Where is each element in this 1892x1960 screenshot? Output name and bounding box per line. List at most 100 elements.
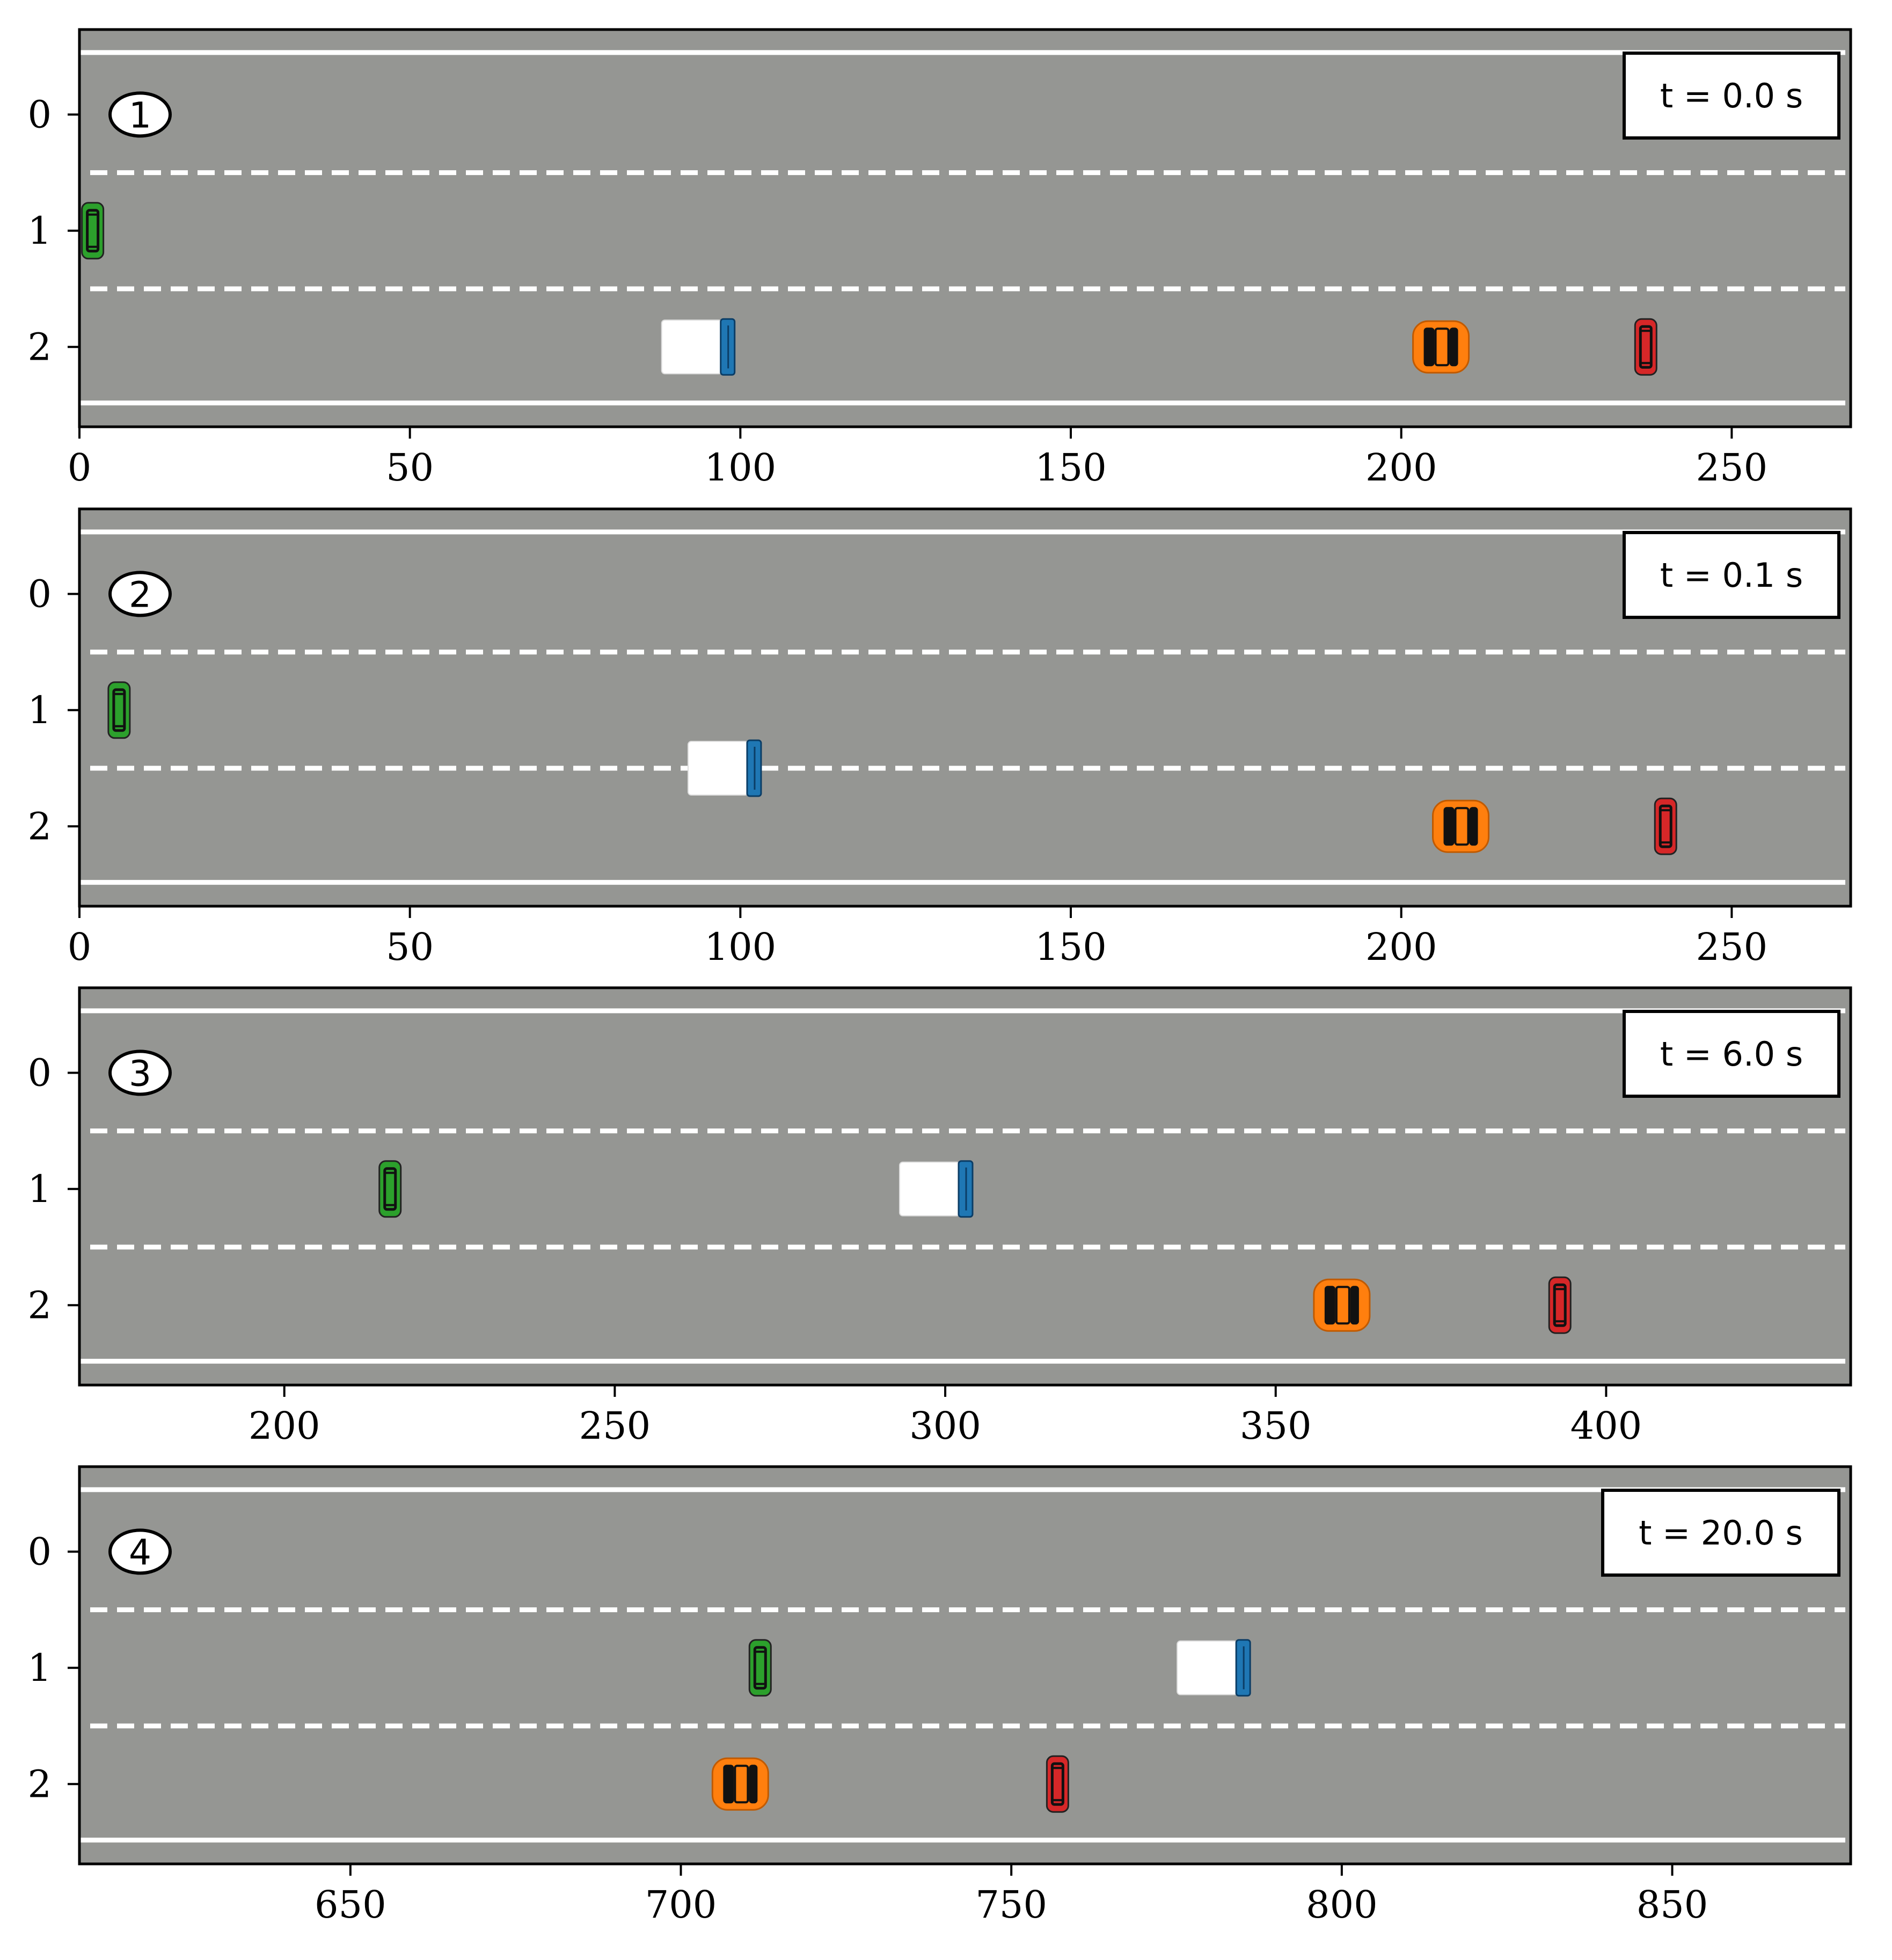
- panel-number-circle: [108, 1528, 172, 1575]
- car-windshield: [1443, 807, 1455, 846]
- axes-frame: [78, 1465, 1852, 1866]
- car-roof: [734, 1765, 749, 1804]
- car-vehicle-orange: [1432, 799, 1490, 853]
- panel-number-circle: [108, 571, 172, 617]
- car-vehicle-red: [1046, 1755, 1069, 1813]
- car-cabin: [1639, 325, 1653, 369]
- car-windshield: [723, 1765, 734, 1804]
- x-tick-label: 300: [909, 1404, 981, 1448]
- car-cabin: [383, 1167, 397, 1211]
- x-tick-label: 650: [315, 1883, 386, 1927]
- car-roof: [1335, 1286, 1350, 1325]
- y-tick-label: 2: [27, 325, 52, 369]
- car-vehicle-red: [1634, 318, 1657, 376]
- x-tick-label: 0: [68, 446, 92, 490]
- panel-number-label: 1: [129, 94, 151, 136]
- car-cabin: [1553, 1283, 1567, 1327]
- time-label: t = 6.0 s: [1660, 1034, 1803, 1074]
- truck-vehicle: [899, 1160, 974, 1218]
- y-tick-label: 2: [27, 804, 52, 848]
- x-tick-label: 700: [645, 1883, 717, 1927]
- truck-vehicle: [687, 739, 762, 797]
- x-tick-label: 50: [386, 446, 434, 490]
- time-box: [1623, 1010, 1840, 1098]
- x-tick-label: 850: [1637, 1883, 1708, 1927]
- y-tick-label: 1: [27, 1646, 52, 1690]
- car-rear-window: [1469, 807, 1478, 846]
- y-tick-label: 1: [27, 688, 52, 732]
- car-windshield: [1324, 1286, 1335, 1325]
- x-tick-label: 800: [1306, 1883, 1378, 1927]
- panel-number-circle: [108, 91, 172, 138]
- x-tick-label: 250: [579, 1404, 651, 1448]
- x-tick-label: 200: [1365, 925, 1437, 969]
- panel-number-label: 3: [129, 1053, 151, 1094]
- car-vehicle-green: [107, 681, 131, 739]
- time-label: t = 0.0 s: [1660, 76, 1803, 115]
- car-vehicle-red: [1548, 1276, 1572, 1334]
- x-tick-label: 100: [705, 925, 777, 969]
- y-tick-label: 0: [27, 1051, 52, 1095]
- x-tick-label: 50: [386, 925, 434, 969]
- car-roof: [1454, 807, 1470, 846]
- x-tick-label: 250: [1696, 446, 1768, 490]
- car-vehicle-green: [378, 1160, 402, 1218]
- time-label: t = 0.1 s: [1660, 556, 1803, 595]
- panel-number-circle: [108, 1050, 172, 1096]
- x-tick-label: 750: [975, 1883, 1047, 1927]
- car-cabin: [1050, 1762, 1064, 1806]
- x-tick-label: 150: [1035, 925, 1107, 969]
- x-tick-label: 150: [1035, 446, 1107, 490]
- panel-1: 0 1 2 0 50 100 150 200 250 1 t = 0.0 s: [27, 28, 1852, 490]
- y-tick-label: 1: [27, 209, 52, 253]
- time-box: [1601, 1489, 1840, 1577]
- x-tick-label: 0: [68, 925, 92, 969]
- road-surface: [79, 509, 1851, 906]
- x-tick-label: 100: [705, 446, 777, 490]
- car-roof: [1434, 327, 1450, 367]
- y-tick-label: 0: [27, 1529, 52, 1573]
- truck-trailer: [1177, 1640, 1238, 1695]
- y-tick-label: 1: [27, 1167, 52, 1211]
- truck-trailer: [899, 1161, 960, 1216]
- x-tick-label: 200: [249, 1404, 320, 1448]
- car-rear-window: [1449, 327, 1458, 367]
- panel-number-label: 2: [129, 574, 151, 615]
- axes-frame: [78, 28, 1852, 428]
- panel-3: 0 1 2 200 250 300 350 400 3 t = 6.0 s: [27, 986, 1852, 1448]
- road-surface: [79, 30, 1851, 427]
- car-vehicle-orange: [1412, 320, 1470, 374]
- panel-2: 0 1 2 0 50 100 150 200 250 2 t = 0.1 s: [27, 507, 1852, 969]
- car-cabin: [1659, 804, 1672, 848]
- axes-frame: [78, 986, 1852, 1387]
- time-label: t = 20.0 s: [1639, 1513, 1803, 1553]
- car-cabin: [753, 1646, 767, 1690]
- truck-trailer: [661, 319, 722, 375]
- x-tick-label: 250: [1696, 925, 1768, 969]
- truck-trailer: [687, 741, 749, 796]
- time-box: [1623, 531, 1840, 619]
- car-vehicle-green: [748, 1639, 772, 1697]
- y-tick-label: 0: [27, 572, 52, 616]
- x-tick-label: 200: [1365, 446, 1437, 490]
- car-cabin: [112, 688, 126, 732]
- y-tick-label: 0: [27, 92, 52, 136]
- y-tick-label: 2: [27, 1762, 52, 1806]
- car-vehicle-red: [1654, 797, 1677, 855]
- y-tick-label: 2: [27, 1283, 52, 1327]
- truck-vehicle: [1177, 1639, 1251, 1697]
- car-windshield: [1423, 327, 1435, 367]
- car-vehicle-orange: [711, 1757, 769, 1811]
- car-vehicle-green: [81, 202, 105, 260]
- car-cabin: [86, 209, 100, 253]
- car-rear-window: [749, 1765, 758, 1804]
- time-box: [1623, 52, 1840, 140]
- car-rear-window: [1350, 1286, 1359, 1325]
- truck-vehicle: [661, 318, 736, 376]
- axes-frame: [78, 507, 1852, 908]
- panel-4: 0 1 2 650 700 750 800 850 4 t = 20.0 s: [27, 1465, 1852, 1927]
- x-tick-label: 400: [1570, 1404, 1642, 1448]
- panel-number-label: 4: [129, 1532, 151, 1573]
- car-vehicle-orange: [1313, 1278, 1371, 1332]
